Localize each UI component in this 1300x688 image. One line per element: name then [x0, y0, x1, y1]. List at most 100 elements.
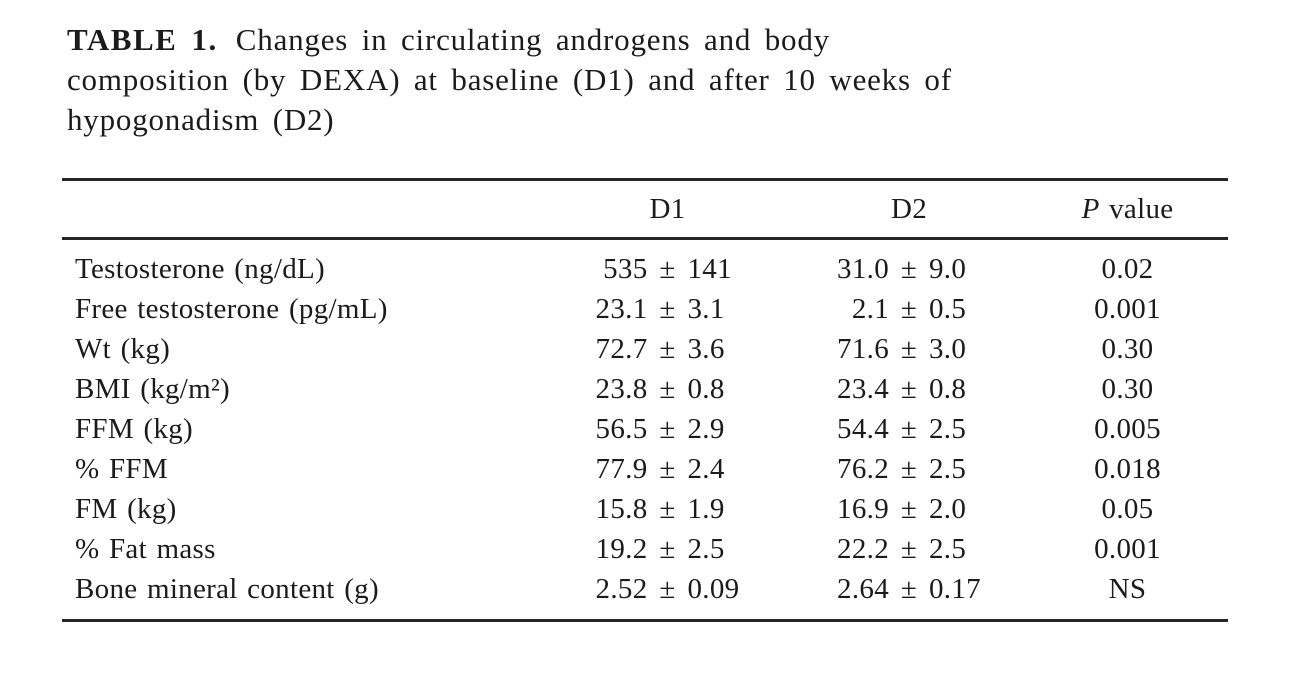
- p-value: 0.30: [1101, 332, 1154, 365]
- p-value-word: value: [1099, 192, 1174, 225]
- row-label: BMI (kg/m²): [75, 372, 230, 405]
- plus-minus-sign: ±: [900, 252, 918, 285]
- p-value: 0.005: [1094, 412, 1161, 445]
- caption-line-3: hypogonadism (D2): [67, 102, 335, 137]
- d1-sd: 1.9: [687, 492, 725, 525]
- row-label: Free testosterone (pg/mL): [75, 292, 388, 325]
- d1-sd: 2.5: [687, 532, 725, 565]
- table-row-free-testosterone: Free testosterone (pg/mL) 23.1 ±3.1 2.1 ±0…: [62, 289, 1228, 329]
- d2-value: 71.6 ±3.0: [791, 333, 1027, 366]
- table-caption: TABLE 1. Changes in circulating androgens…: [67, 20, 952, 140]
- plus-minus-sign: ±: [659, 452, 676, 485]
- plus-minus-sign: ±: [900, 372, 918, 405]
- d1-mean: 535: [603, 252, 648, 285]
- p-value: 0.018: [1094, 452, 1161, 485]
- table-row-bone-mineral-content: Bone mineral content (g) 2.52 ±0.09 2.64 ±…: [62, 569, 1228, 609]
- p-symbol: P: [1081, 192, 1100, 225]
- caption-line-1: TABLE 1. Changes in circulating androgens…: [67, 20, 952, 60]
- table-row-ffm: FFM (kg) 56.5 ±2.9 54.4 ±2.5 0.005: [62, 409, 1228, 449]
- d2-mean: 23.4: [837, 372, 889, 405]
- header-rule: [62, 237, 1228, 240]
- top-rule: [62, 178, 1228, 181]
- d2-mean: 71.6: [837, 332, 889, 365]
- d1-sd: 141: [687, 252, 732, 285]
- table-body: Testosterone (ng/dL) 535 ±141 31.0 ±9.0 0.…: [62, 240, 1228, 619]
- d2-sd: 2.5: [929, 452, 967, 485]
- d1-value: 72.7 ±3.6: [544, 333, 791, 366]
- plus-minus-sign: ±: [900, 452, 918, 485]
- d1-mean: 19.2: [595, 532, 648, 565]
- row-label: % Fat mass: [75, 532, 216, 565]
- plus-minus-sign: ±: [659, 332, 676, 365]
- p-value: 0.02: [1101, 252, 1154, 285]
- d2-mean: 2.64: [837, 572, 889, 605]
- p-value: 0.30: [1101, 372, 1154, 405]
- d2-value: 54.4 ±2.5: [791, 413, 1027, 446]
- d1-value: 2.52 ±0.09: [544, 573, 791, 606]
- table-row-percent-fat-mass: % Fat mass 19.2 ±2.5 22.2 ±2.5 0.001: [62, 529, 1228, 569]
- d1-mean: 15.8: [595, 492, 648, 525]
- d2-sd: 2.0: [929, 492, 967, 525]
- d2-mean: 16.9: [837, 492, 889, 525]
- plus-minus-sign: ±: [659, 252, 676, 285]
- plus-minus-sign: ±: [659, 412, 676, 445]
- plus-minus-sign: ±: [659, 372, 676, 405]
- d2-mean: 2.1: [851, 292, 889, 325]
- d1-value: 535 ±141: [544, 253, 791, 286]
- p-value: 0.05: [1101, 492, 1154, 525]
- d2-sd: 2.5: [929, 532, 967, 565]
- caption-text-1: Changes in circulating androgens and bod…: [235, 22, 830, 57]
- d1-mean: 77.9: [595, 452, 648, 485]
- p-value: 0.001: [1094, 532, 1161, 565]
- plus-minus-sign: ±: [659, 532, 676, 565]
- d2-sd: 2.5: [929, 412, 967, 445]
- d1-sd: 2.4: [687, 452, 725, 485]
- d2-sd: 3.0: [929, 332, 967, 365]
- d2-sd: 9.0: [929, 252, 967, 285]
- d2-mean: 54.4: [837, 412, 889, 445]
- d1-mean: 23.1: [595, 292, 648, 325]
- d1-mean: 23.8: [595, 372, 648, 405]
- plus-minus-sign: ±: [900, 572, 918, 605]
- data-table: D1 D2 P value Testosterone (ng/dL) 535 ±1…: [62, 178, 1228, 622]
- d1-sd: 0.09: [687, 572, 740, 605]
- plus-minus-sign: ±: [659, 572, 676, 605]
- row-label: Bone mineral content (g): [75, 572, 379, 605]
- d2-value: 23.4 ±0.8: [791, 373, 1027, 406]
- bottom-rule: [62, 619, 1228, 622]
- caption-line-2: composition (by DEXA) at baseline (D1) a…: [67, 62, 952, 97]
- d1-sd: 0.8: [687, 372, 725, 405]
- plus-minus-sign: ±: [900, 332, 918, 365]
- table-row-weight: Wt (kg) 72.7 ±3.6 71.6 ±3.0 0.30: [62, 329, 1228, 369]
- table-row-fm: FM (kg) 15.8 ±1.9 16.9 ±2.0 0.05: [62, 489, 1228, 529]
- d1-value: 77.9 ±2.4: [544, 453, 791, 486]
- d1-mean: 72.7: [595, 332, 648, 365]
- d2-sd: 0.5: [929, 292, 967, 325]
- column-header-pvalue: P value: [1027, 193, 1228, 226]
- d2-mean: 22.2: [837, 532, 889, 565]
- d2-value: 31.0 ±9.0: [791, 253, 1027, 286]
- row-label: FFM (kg): [75, 412, 194, 445]
- plus-minus-sign: ±: [900, 492, 918, 525]
- d1-mean: 2.52: [595, 572, 648, 605]
- d2-value: 76.2 ±2.5: [791, 453, 1027, 486]
- plus-minus-sign: ±: [900, 532, 918, 565]
- plus-minus-sign: ±: [900, 412, 918, 445]
- d2-mean: 76.2: [837, 452, 889, 485]
- row-label: Wt (kg): [75, 332, 171, 365]
- d1-sd: 2.9: [687, 412, 725, 445]
- d2-value: 22.2 ±2.5: [791, 533, 1027, 566]
- table-header-row: D1 D2 P value: [62, 181, 1228, 237]
- plus-minus-sign: ±: [659, 292, 676, 325]
- p-value: 0.001: [1094, 292, 1161, 325]
- d2-mean: 31.0: [837, 252, 889, 285]
- d1-sd: 3.1: [687, 292, 725, 325]
- d2-value: 16.9 ±2.0: [791, 493, 1027, 526]
- p-value: NS: [1108, 572, 1147, 605]
- column-header-d1: D1: [649, 192, 686, 225]
- d2-value: 2.1 ±0.5: [791, 293, 1027, 326]
- d2-sd: 0.8: [929, 372, 967, 405]
- d1-mean: 56.5: [595, 412, 648, 445]
- d1-value: 15.8 ±1.9: [544, 493, 791, 526]
- d2-value: 2.64 ±0.17: [791, 573, 1027, 606]
